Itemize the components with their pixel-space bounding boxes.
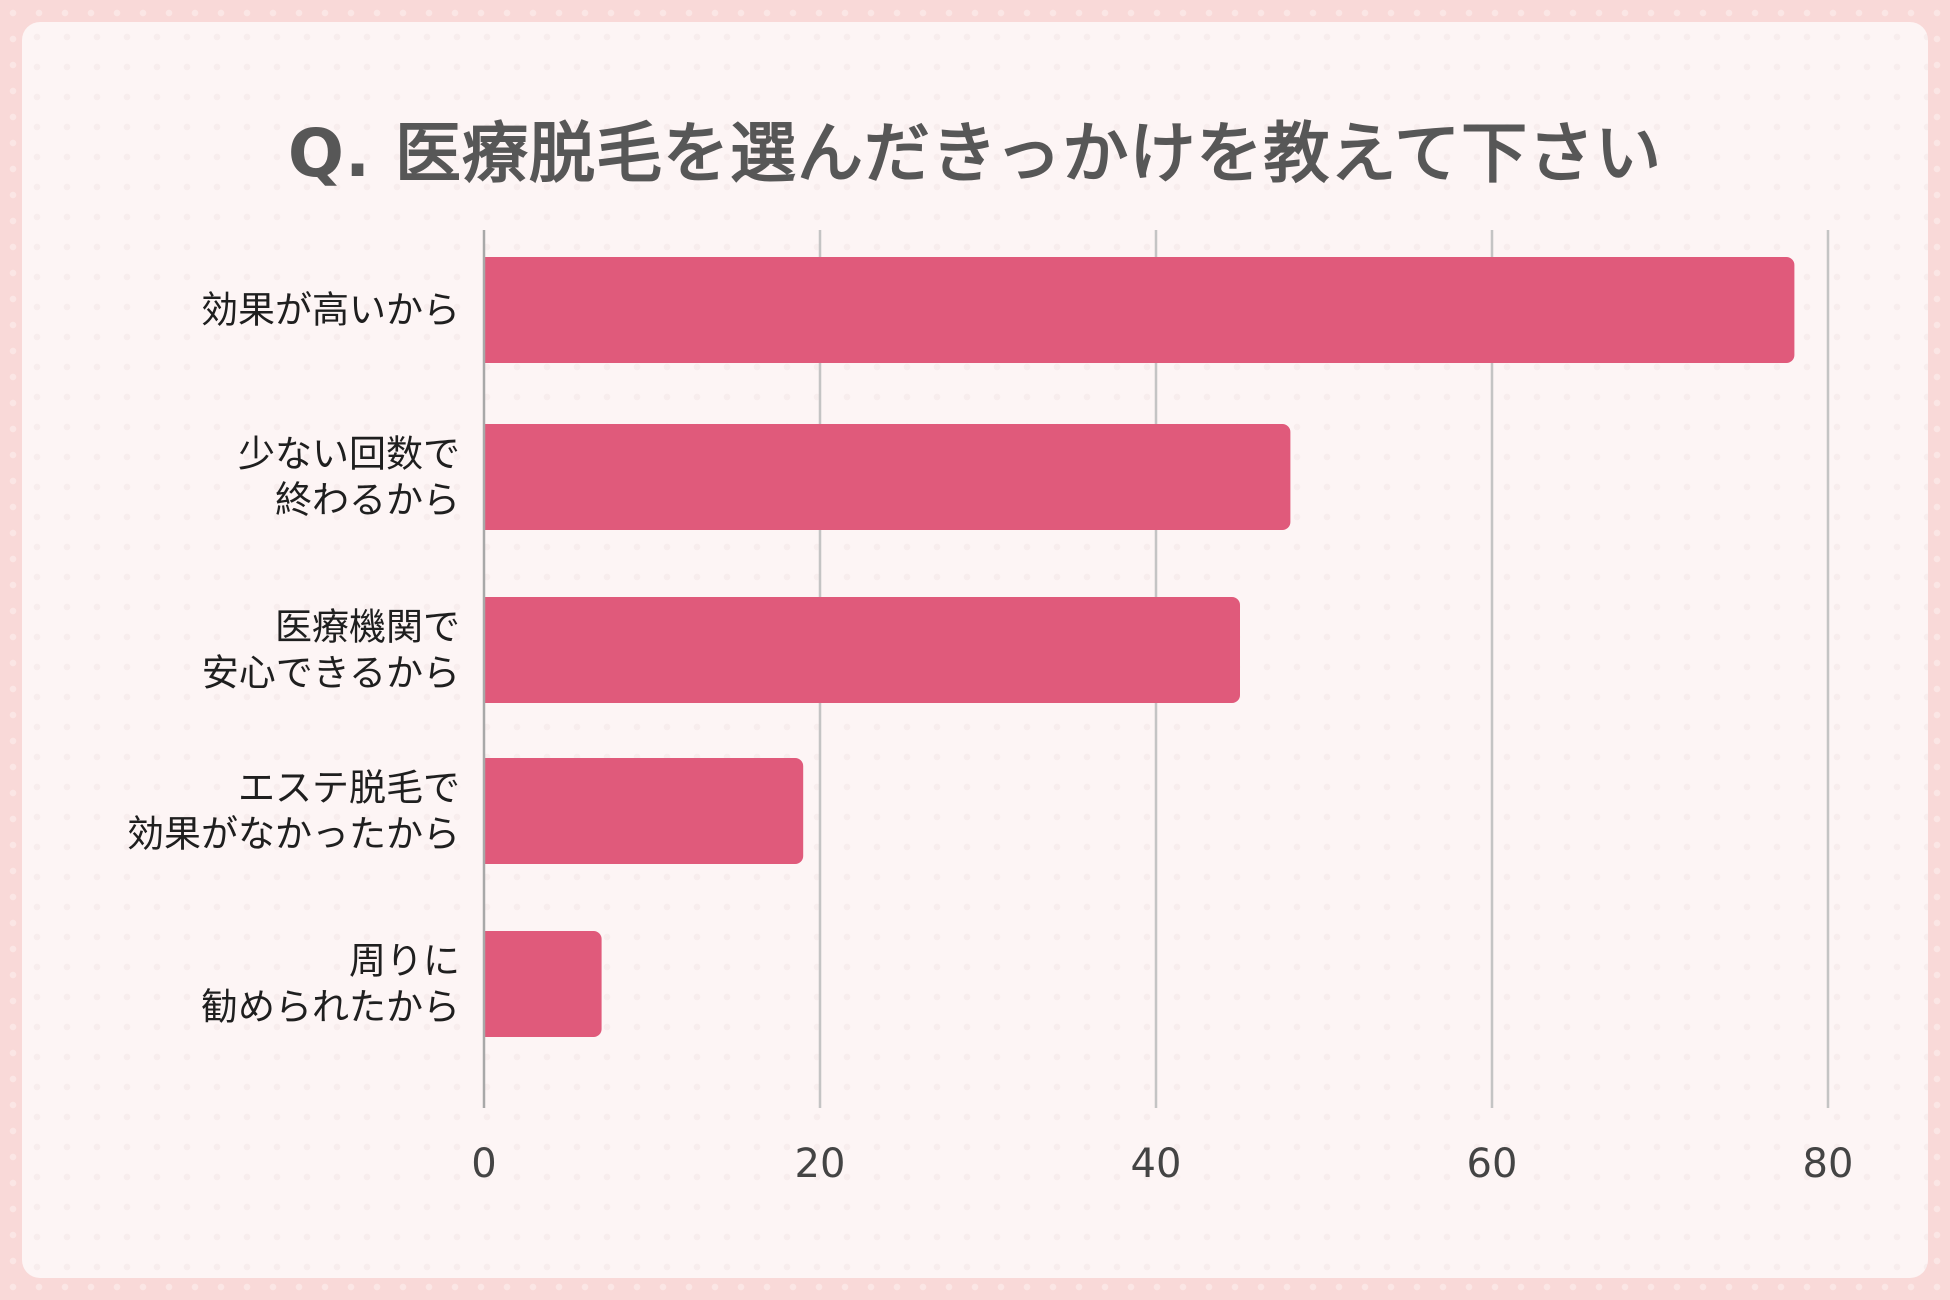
x-tick-label-40: 40 — [1131, 1141, 1182, 1187]
bar-1-edge — [484, 257, 496, 363]
grid-lines — [818, 230, 1830, 1108]
x-tick-label-20: 20 — [795, 1141, 846, 1187]
bar-5 — [484, 931, 602, 1037]
chart-card: Q. 医療脱毛を選んだきっかけを教えて下さい 効果が高いから少ない回数で 終わるか… — [22, 22, 1928, 1278]
bar-1 — [484, 257, 1795, 363]
category-label-3-line-1: 医療機関で — [275, 606, 460, 649]
category-labels: 効果が高いから少ない回数で終わるから医療機関で安心できるからエステ脱毛で効果がな… — [127, 289, 460, 1029]
category-label-3-line-2: 安心できるから — [202, 652, 460, 695]
x-tick-labels: 0 20 40 60 80 — [471, 1141, 1853, 1187]
chart-title: Q. 医療脱毛を選んだきっかけを教えて下さい — [287, 115, 1663, 192]
bar-chart: 効果が高いから少ない回数で終わるから医療機関で安心できるからエステ脱毛で効果がな… — [127, 230, 1853, 1187]
category-label-4-line-2: 効果がなかったから — [127, 813, 460, 856]
bars — [484, 257, 1795, 1037]
bar-5-edge — [484, 931, 496, 1037]
bar-2 — [484, 424, 1291, 530]
category-label-5-line-2: 勧められたから — [201, 986, 460, 1029]
x-tick-label-60: 60 — [1467, 1141, 1518, 1187]
bar-2-edge — [484, 424, 496, 530]
x-tick-label-0: 0 — [471, 1141, 496, 1187]
bar-4-edge — [484, 758, 496, 864]
category-label-2-line-1: 少ない回数で — [238, 433, 460, 476]
bar-3-edge — [484, 597, 496, 703]
category-label-1-line-1: 効果が高いから — [201, 289, 460, 332]
category-label-5-line-1: 周りに — [349, 940, 460, 983]
bar-4 — [484, 758, 804, 864]
category-label-2-line-2: 終わるから — [275, 479, 460, 522]
category-label-4-line-1: エステ脱毛で — [238, 767, 460, 810]
x-tick-label-80: 80 — [1803, 1141, 1854, 1187]
bar-3 — [484, 597, 1240, 703]
